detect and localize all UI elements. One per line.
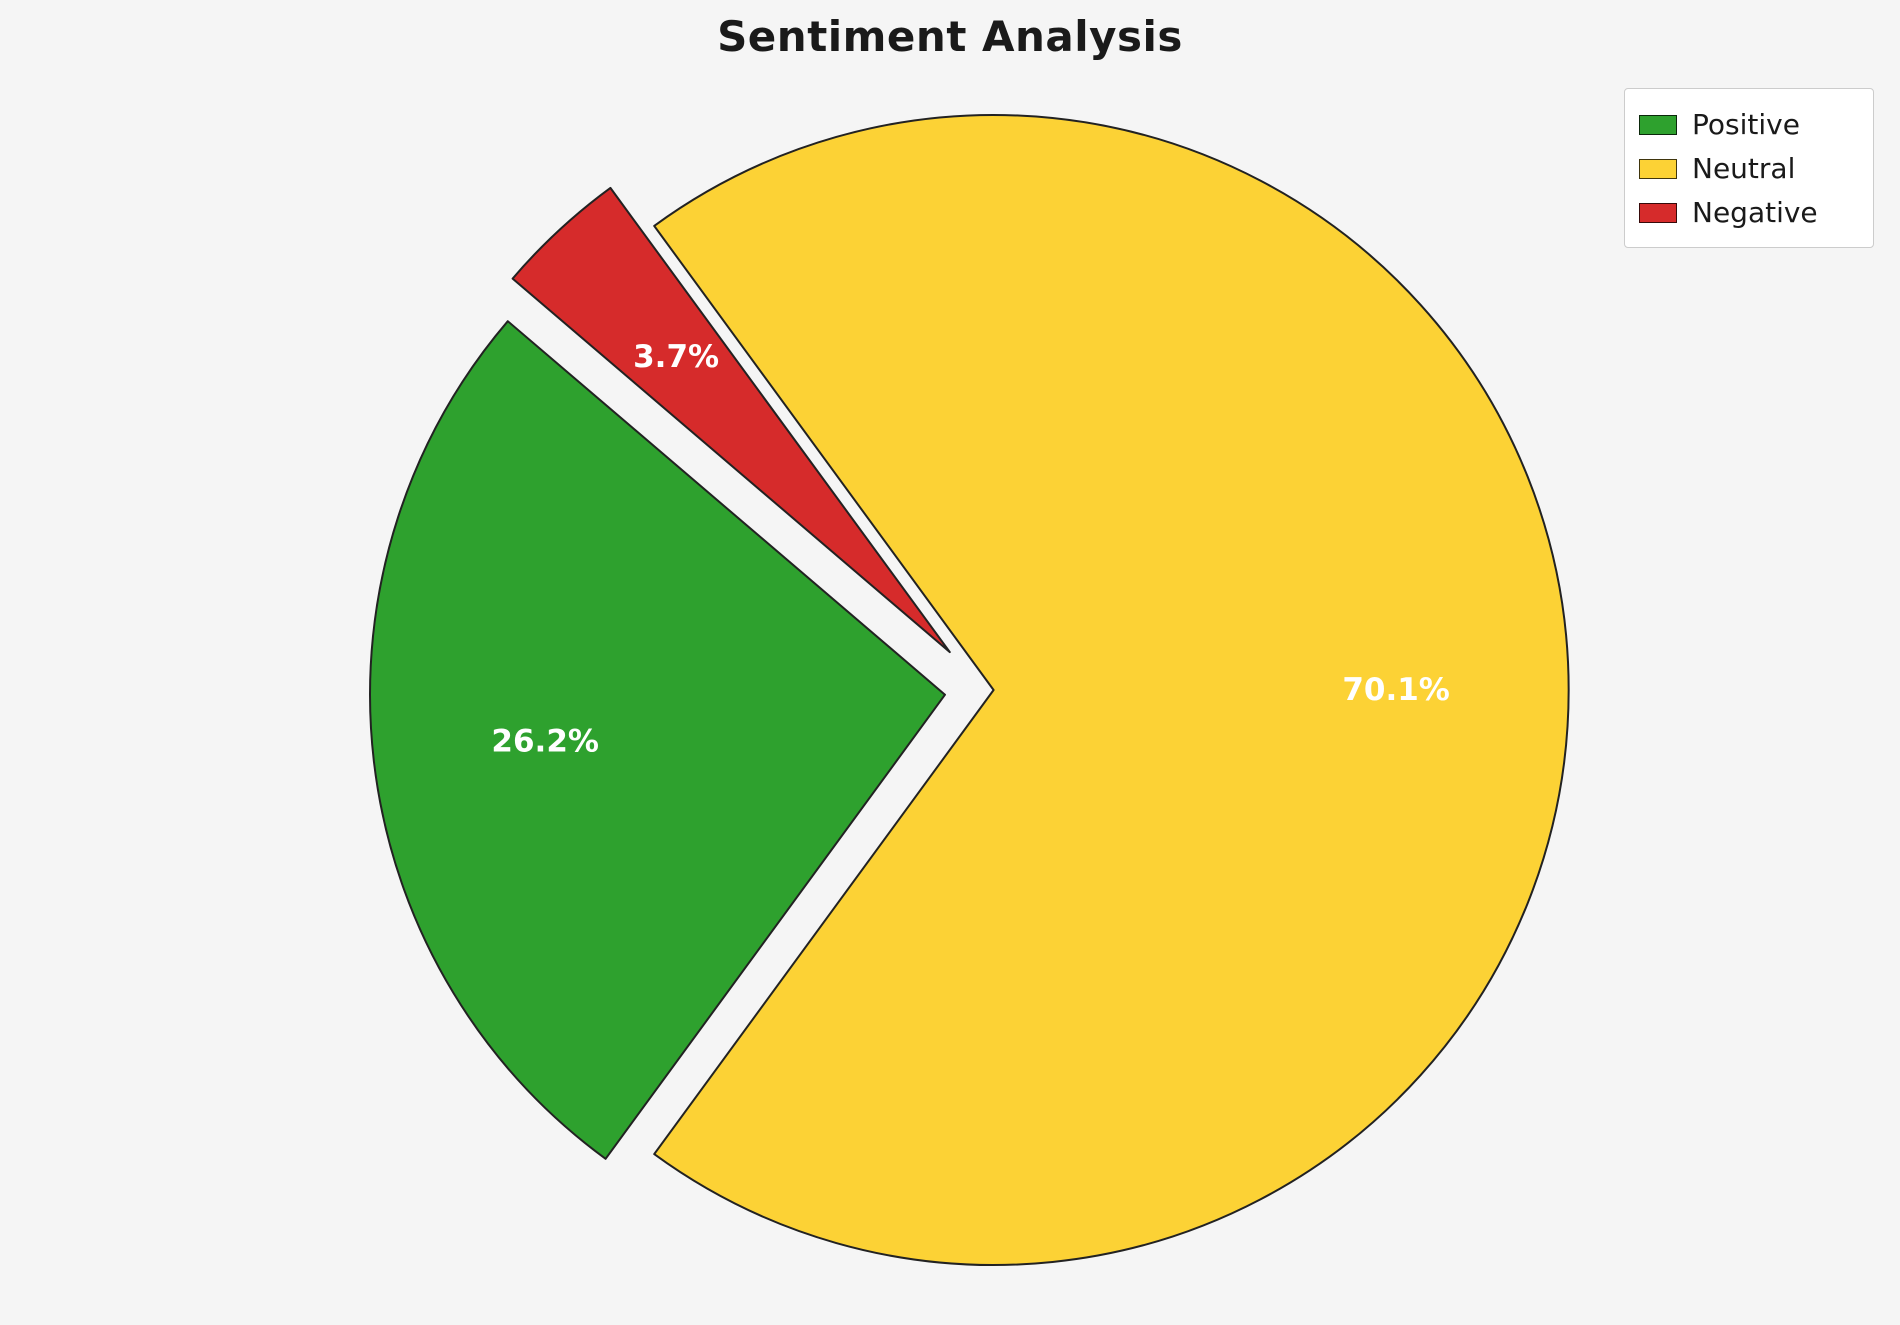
legend-swatch-negative [1639, 203, 1677, 223]
pie-slice-negative [511, 186, 951, 654]
legend-label: Positive [1692, 108, 1800, 141]
pie-slice-positive [369, 320, 946, 1160]
legend-label: Neutral [1692, 152, 1796, 185]
pct-label-positive: 26.2% [491, 723, 599, 759]
pie-slice-neutral [653, 114, 1570, 1266]
legend-item-negative: Negative [1639, 191, 1859, 235]
legend-item-neutral: Neutral [1639, 147, 1859, 191]
legend: Positive Neutral Negative [1624, 88, 1874, 248]
legend-item-positive: Positive [1639, 103, 1859, 147]
legend-swatch-positive [1639, 115, 1677, 135]
pct-label-neutral: 70.1% [1342, 672, 1450, 708]
chart-title: Sentiment Analysis [717, 12, 1183, 61]
legend-label: Negative [1692, 196, 1818, 229]
pct-label-negative: 3.7% [633, 339, 719, 375]
legend-swatch-neutral [1639, 159, 1677, 179]
